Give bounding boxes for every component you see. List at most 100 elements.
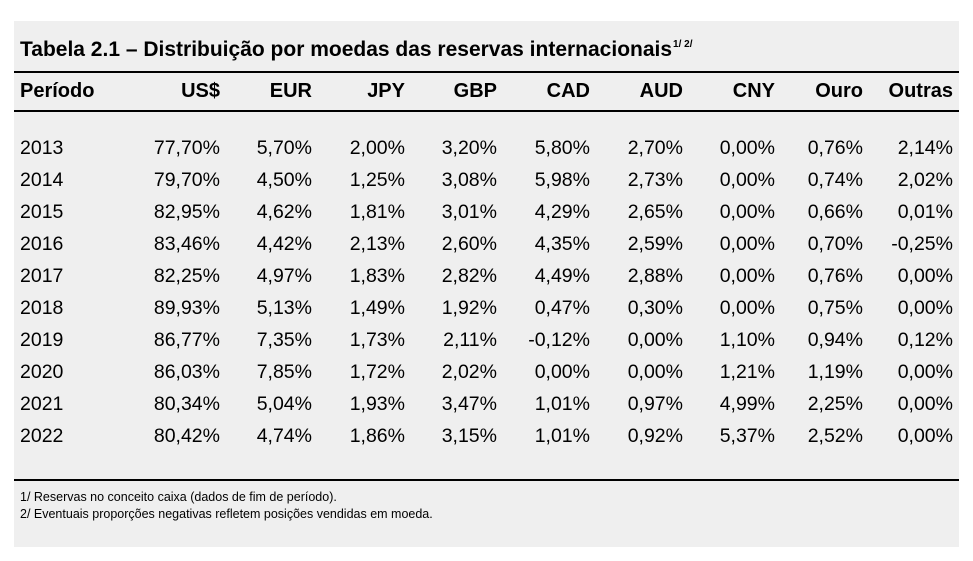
table-cell: 1,21% [719, 360, 775, 383]
table-row: 2014 79,70% 4,50% 1,25% 3,08% 5,98% 2,73% 0,00%… [14, 164, 953, 196]
header-cell-gbp: GBP [453, 80, 497, 102]
table-cell: 3,01% [441, 200, 497, 223]
header-cell-cny: CNY [732, 80, 775, 102]
table-cell: 0,00% [897, 424, 953, 447]
table-cell: 4,42% [256, 232, 312, 255]
table-row: 2015 82,95% 4,62% 1,81% 3,01% 4,29% 2,65% 0,00%… [14, 196, 953, 228]
table-body: 2013 77,70% 5,70% 2,00% 3,20% 5,80% 2,70% 0,00%… [14, 132, 953, 452]
table-cell: 0,47% [534, 296, 590, 319]
header-rule [14, 110, 959, 112]
table-cell: 80,42% [153, 424, 220, 447]
table-cell: 4,97% [256, 264, 312, 287]
table-title: Tabela 2.1 – Distribuição por moedas das… [20, 31, 693, 64]
row-period-cell: 2017 [20, 264, 64, 287]
table-cell: 3,20% [441, 136, 497, 159]
table-cell: 2,11% [443, 328, 497, 351]
table-cell: 3,47% [441, 392, 497, 415]
table-cell: 0,00% [897, 392, 953, 415]
table-cell: 1,01% [534, 424, 590, 447]
table-cell: 2,02% [441, 360, 497, 383]
title-footnote-refs: 1/ 2/ [673, 39, 693, 50]
table-cell: 1,93% [349, 392, 405, 415]
row-period-cell: 2014 [20, 168, 64, 191]
table-cell: 0,00% [719, 200, 775, 223]
table-cell: 1,72% [349, 360, 405, 383]
table-cell: 4,49% [534, 264, 590, 287]
table-cell: 0,92% [627, 424, 683, 447]
table-cell: 0,94% [807, 328, 863, 351]
table-cell: 1,81% [349, 200, 405, 223]
table-cell: 0,00% [719, 136, 775, 159]
row-period-cell: 2020 [20, 360, 64, 383]
table-cell: 79,70% [153, 168, 220, 191]
header-cell-outras: Outras [888, 80, 953, 102]
table-cell: 0,00% [719, 264, 775, 287]
table-cell: 0,00% [897, 360, 953, 383]
table-cell: 5,37% [719, 424, 775, 447]
table-cell: 2,70% [627, 136, 683, 159]
table-cell: 0,00% [719, 232, 775, 255]
row-period-cell: 2019 [20, 328, 64, 351]
table-cell: 2,65% [627, 200, 683, 223]
table-cell: 0,75% [807, 296, 863, 319]
table-cell: 0,00% [627, 328, 683, 351]
row-period-cell: 2015 [20, 200, 64, 223]
table-cell: 2,73% [627, 168, 683, 191]
table-cell: 3,08% [441, 168, 497, 191]
table-cell: 3,15% [441, 424, 497, 447]
table-cell: 2,14% [897, 136, 953, 159]
table-cell: 80,34% [153, 392, 220, 415]
table-cell: 89,93% [153, 296, 220, 319]
table-cell: 5,04% [256, 392, 312, 415]
table-row: 2017 82,25% 4,97% 1,83% 2,82% 4,49% 2,88% 0,00%… [14, 260, 953, 292]
table-cell: 0,97% [627, 392, 683, 415]
table-cell: 5,70% [256, 136, 312, 159]
table-cell: 1,83% [349, 264, 405, 287]
table-cell: 4,29% [534, 200, 590, 223]
table-row: 2022 80,42% 4,74% 1,86% 3,15% 1,01% 0,92% 5,37%… [14, 420, 953, 452]
header-cell-periodo: Período [20, 80, 95, 102]
table-cell: 0,00% [627, 360, 683, 383]
table-cell: 4,99% [719, 392, 775, 415]
row-period-cell: 2018 [20, 296, 64, 319]
table-cell: 1,92% [441, 296, 497, 319]
header-cell-eur: EUR [269, 80, 312, 102]
table-cell: 86,77% [153, 328, 220, 351]
row-period-cell: 2016 [20, 232, 64, 255]
table-cell: 82,25% [153, 264, 220, 287]
table-cell: 4,74% [256, 424, 312, 447]
table-cell: 1,10% [719, 328, 775, 351]
header-cell-usd: US$ [181, 80, 220, 102]
table-cell: 77,70% [153, 136, 220, 159]
table-cell: 2,59% [627, 232, 683, 255]
header-row: Período US$ EUR JPY GBP CAD AUD CNY Ouro… [14, 73, 953, 110]
table-cell: 1,73% [349, 328, 405, 351]
table-cell: 0,00% [897, 264, 953, 287]
table-row: 2013 77,70% 5,70% 2,00% 3,20% 5,80% 2,70% 0,00%… [14, 132, 953, 164]
table-cell: 0,00% [719, 296, 775, 319]
table-cell: 2,00% [349, 136, 405, 159]
table-cell: 0,76% [807, 264, 863, 287]
table-panel: Tabela 2.1 – Distribuição por moedas das… [14, 21, 959, 547]
table-cell: 82,95% [153, 200, 220, 223]
header-cell-ouro: Ouro [815, 80, 863, 102]
row-period-cell: 2021 [20, 392, 64, 415]
footnotes: 1/ Reservas no conceito caixa (dados de … [20, 489, 433, 523]
table-cell: 0,66% [807, 200, 863, 223]
table-row: 2016 83,46% 4,42% 2,13% 2,60% 4,35% 2,59% 0,00%… [14, 228, 953, 260]
table-cell: 1,86% [349, 424, 405, 447]
table-cell: 0,00% [897, 296, 953, 319]
table-cell: 2,25% [807, 392, 863, 415]
table-cell: 86,03% [153, 360, 220, 383]
table-row: 2020 86,03% 7,85% 1,72% 2,02% 0,00% 0,00% 1,21%… [14, 356, 953, 388]
table-cell: 7,35% [256, 328, 312, 351]
header-cell-jpy: JPY [367, 80, 405, 102]
table-cell: 4,35% [534, 232, 590, 255]
table-cell: 2,13% [349, 232, 405, 255]
row-period-cell: 2013 [20, 136, 64, 159]
table-cell: 0,00% [719, 168, 775, 191]
table-rows: 2013 77,70% 5,70% 2,00% 3,20% 5,80% 2,70% 0,00%… [14, 132, 953, 452]
table-cell: 2,88% [627, 264, 683, 287]
table-cell: 5,80% [534, 136, 590, 159]
table-row: 2021 80,34% 5,04% 1,93% 3,47% 1,01% 0,97% 4,99%… [14, 388, 953, 420]
